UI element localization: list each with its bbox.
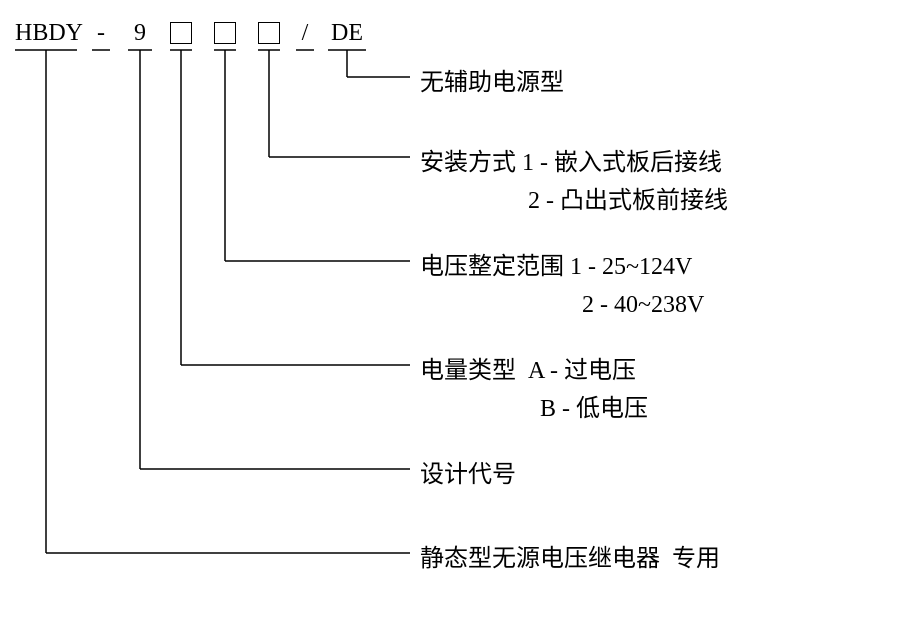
desc-d2b: 2 - 凸出式板前接线 [528,182,728,220]
desc-d6: 静态型无源电压继电器 专用 [420,540,720,578]
desc-d1: 无辅助电源型 [420,64,564,102]
model-code-diagram: HBDY - 9 / DE 无辅助电源型 安装方式 1 - 嵌入式板后接线 2 … [0,0,900,617]
desc-d3b: 2 - 40~238V [582,286,704,324]
code-p1: HBDY [15,20,77,47]
desc-d4a: 电量类型 A - 过电压 [420,352,636,390]
code-box-1 [170,22,192,44]
desc-d3a: 电压整定范围 1 - 25~124V [420,248,692,286]
desc-d5: 设计代号 [420,456,516,494]
code-p3: DE [328,20,366,47]
code-dash1: - [92,20,110,47]
code-box-2 [214,22,236,44]
desc-d4b: B - 低电压 [540,390,648,428]
code-slash: / [296,20,314,47]
desc-d2a: 安装方式 1 - 嵌入式板后接线 [420,144,722,182]
code-box-3 [258,22,280,44]
code-p2: 9 [128,20,152,47]
